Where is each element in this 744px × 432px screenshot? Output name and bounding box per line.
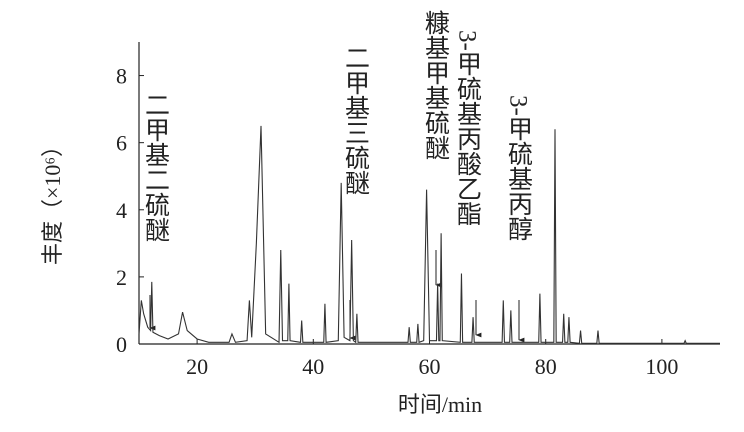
arrows — [149, 250, 525, 343]
y-axis-label: 丰度（×10⁶） — [40, 135, 65, 265]
annotation: 3-甲硫基丙醇 — [505, 95, 534, 241]
x-tick-label: 80 — [535, 354, 557, 379]
x-tick-label: 20 — [186, 354, 208, 379]
y-tick-label: 2 — [116, 265, 127, 290]
y-tick-label: 0 — [116, 332, 127, 357]
annotation: 糠基甲基硫醚 — [422, 10, 451, 160]
x-tick-label: 100 — [645, 354, 678, 379]
annotation: 二甲基二硫醚 — [142, 92, 171, 242]
y-tick-label: 6 — [116, 131, 127, 156]
annotation: 3-甲硫基丙酸乙酯 — [454, 30, 483, 226]
chromatogram-line — [138, 125, 720, 344]
x-tick-label: 40 — [302, 354, 324, 379]
annotation: 二甲基三硫醚 — [342, 45, 371, 195]
x-axis-label: 时间/min — [398, 392, 482, 417]
y-tick-label: 4 — [116, 198, 127, 223]
y-tick-label: 8 — [116, 64, 127, 89]
x-tick-label: 60 — [419, 354, 441, 379]
